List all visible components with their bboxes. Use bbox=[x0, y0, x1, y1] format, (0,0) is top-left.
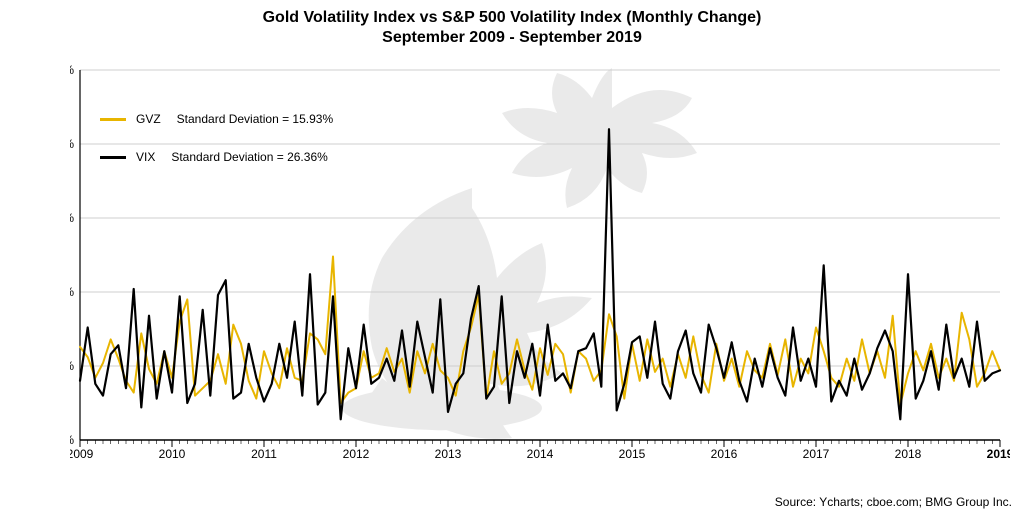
svg-text:2019: 2019 bbox=[987, 447, 1010, 461]
svg-text:100.00%: 100.00% bbox=[70, 211, 74, 225]
source-attribution: Source: Ycharts; cboe.com; BMG Group Inc… bbox=[775, 495, 1012, 509]
chart-title-line2: September 2009 - September 2019 bbox=[0, 28, 1024, 48]
legend-label-vix: VIX bbox=[136, 150, 155, 164]
svg-text:150.00%: 150.00% bbox=[70, 137, 74, 151]
legend-swatch-gvz bbox=[100, 118, 126, 121]
svg-text:2012: 2012 bbox=[343, 447, 370, 461]
legend-item-vix: VIX Standard Deviation = 26.36% bbox=[100, 150, 333, 164]
chart-title-line1: Gold Volatility Index vs S&P 500 Volatil… bbox=[0, 8, 1024, 28]
svg-text:50.00%: 50.00% bbox=[70, 285, 74, 299]
legend-item-gvz: GVZ Standard Deviation = 15.93% bbox=[100, 112, 333, 126]
svg-text:200.00%: 200.00% bbox=[70, 63, 74, 77]
svg-text:2014: 2014 bbox=[527, 447, 554, 461]
chart-legend: GVZ Standard Deviation = 15.93% VIX Stan… bbox=[100, 112, 333, 188]
svg-text:2015: 2015 bbox=[619, 447, 646, 461]
chart-container: Gold Volatility Index vs S&P 500 Volatil… bbox=[0, 0, 1024, 515]
svg-text:2018: 2018 bbox=[895, 447, 922, 461]
legend-sd-vix: Standard Deviation = 26.36% bbox=[171, 150, 327, 164]
svg-text:0.00%: 0.00% bbox=[70, 359, 74, 373]
svg-text:2016: 2016 bbox=[711, 447, 738, 461]
svg-text:2013: 2013 bbox=[435, 447, 462, 461]
svg-text:2010: 2010 bbox=[159, 447, 186, 461]
legend-label-gvz: GVZ bbox=[136, 112, 161, 126]
legend-swatch-vix bbox=[100, 156, 126, 159]
svg-text:2011: 2011 bbox=[251, 447, 277, 461]
svg-text:-50.00%: -50.00% bbox=[70, 433, 74, 447]
svg-text:2017: 2017 bbox=[803, 447, 830, 461]
chart-title: Gold Volatility Index vs S&P 500 Volatil… bbox=[0, 8, 1024, 48]
legend-sd-gvz: Standard Deviation = 15.93% bbox=[177, 112, 333, 126]
svg-text:2009: 2009 bbox=[70, 447, 94, 461]
